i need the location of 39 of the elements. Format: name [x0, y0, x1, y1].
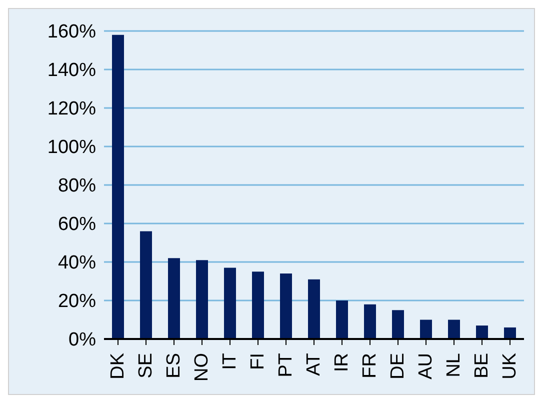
x-tick-label: SE: [136, 353, 156, 378]
bar: [252, 272, 264, 339]
y-tick-label: 0%: [68, 330, 96, 351]
x-tick-label: IT: [220, 352, 240, 370]
bar: [112, 34, 124, 339]
x-tick-label: NL: [444, 353, 464, 378]
bar: [168, 258, 180, 339]
bar: [224, 268, 236, 339]
x-tick-label: ES: [164, 353, 184, 378]
x-tick-label: FR: [360, 353, 380, 378]
y-tick-label: 80%: [58, 176, 96, 197]
y-tick-label: 100%: [47, 137, 96, 158]
y-tick-label: 140%: [47, 60, 96, 82]
bar: [196, 260, 208, 339]
x-tick-label: FI: [248, 353, 268, 370]
bar: [448, 320, 460, 339]
x-tick-label: AU: [416, 353, 436, 380]
y-tick-label: 160%: [47, 22, 96, 43]
bar: [504, 327, 516, 339]
bar: [336, 300, 348, 339]
bar: [420, 320, 432, 339]
x-tick-label: IR: [332, 353, 352, 372]
x-tick-label: DK: [108, 352, 128, 380]
bar: [392, 310, 404, 339]
bar: [308, 279, 320, 339]
y-tick-label: 120%: [47, 98, 96, 120]
y-tick-label: 40%: [58, 252, 96, 274]
x-tick-label: DE: [388, 353, 408, 380]
x-tick-label: UK: [500, 352, 520, 380]
x-tick-label: NO: [192, 353, 212, 382]
y-tick-label: 20%: [58, 291, 96, 312]
x-tick-label: AT: [304, 352, 324, 376]
x-tick-label: PT: [276, 352, 296, 378]
bar: [140, 231, 152, 339]
y-tick-label: 60%: [58, 214, 96, 236]
bar: [280, 274, 292, 339]
bar: [476, 326, 488, 339]
x-tick-label: BE: [472, 353, 492, 378]
bar: [364, 304, 376, 339]
